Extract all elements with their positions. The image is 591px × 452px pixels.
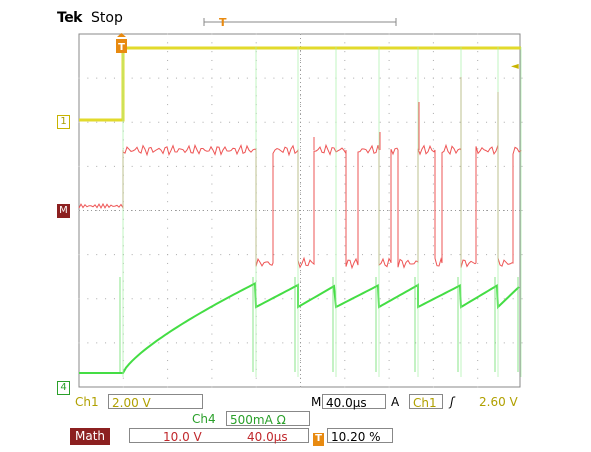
graticule xyxy=(78,33,523,388)
ch4-ground-marker[interactable]: 4 xyxy=(57,381,70,395)
trigger-slope-icon: ʃ xyxy=(450,395,455,409)
math-scale-box[interactable]: 10.0 V 40.0µs xyxy=(129,428,309,444)
ch1-label: Ch1 xyxy=(75,395,99,409)
trigger-position-marker[interactable]: T xyxy=(116,33,127,53)
waveform-display: T T ◄ 1 xyxy=(78,17,523,388)
trigger-offset-icon-wrap: T xyxy=(313,429,324,446)
trigger-mode: A xyxy=(391,395,400,409)
trigger-source[interactable]: Ch1 xyxy=(409,394,443,410)
ch4-trace xyxy=(79,281,520,374)
ch4-scale[interactable]: 500mA Ω xyxy=(226,411,310,427)
math-time: 40.0µs xyxy=(247,430,288,444)
trigger-offset-icon: T xyxy=(313,432,324,446)
trigger-level: 2.60 V xyxy=(479,395,518,409)
trigger-offset-value[interactable]: 10.20 % xyxy=(327,428,393,444)
ch4-label: Ch4 xyxy=(192,412,216,426)
ch1-scale[interactable]: 2.00 V xyxy=(108,394,203,410)
record-position-bar: T xyxy=(203,17,397,29)
svg-text:T: T xyxy=(118,42,125,53)
brand-logo: Tek xyxy=(57,10,83,26)
ch1-ground-marker[interactable]: 1 xyxy=(57,115,70,129)
run-state-indicator: Stop xyxy=(91,10,123,26)
trigger-level-marker[interactable]: ◄ xyxy=(511,61,519,72)
position-trigger-icon: T xyxy=(219,17,227,29)
math-label[interactable]: Math xyxy=(70,428,111,445)
math-scale: 10.0 V xyxy=(163,430,202,444)
math-ground-marker[interactable]: M xyxy=(57,204,70,218)
math-trace xyxy=(78,143,522,270)
timebase-value[interactable]: 40.0µs xyxy=(322,394,386,410)
waveforms xyxy=(78,46,522,377)
timebase-label: M xyxy=(311,395,322,409)
